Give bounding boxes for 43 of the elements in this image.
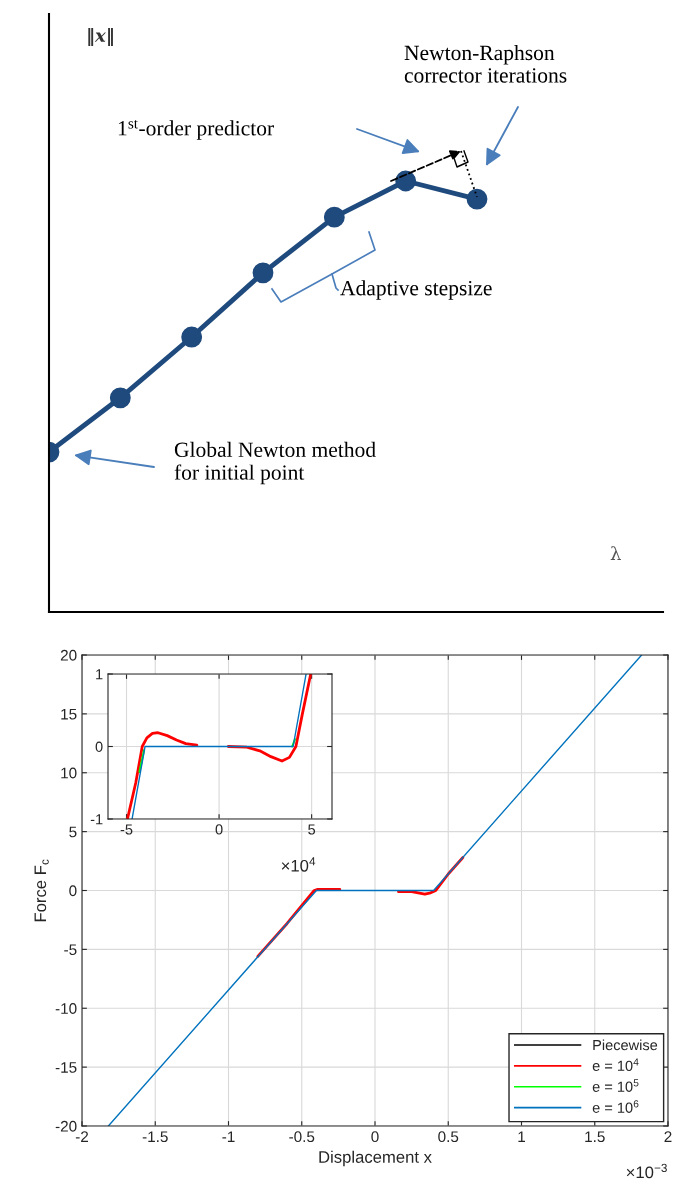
y-tick-label: -20 <box>55 1120 77 1132</box>
legend-label: e = 10$^{4}$ <box>592 1058 639 1072</box>
x-tick-label: -1 <box>222 1131 235 1142</box>
text: ×10$^{−3}$ <box>626 1163 667 1179</box>
y-tick-label: -1 <box>90 814 103 825</box>
point <box>323 206 345 228</box>
x-tick-label: 0 <box>371 1131 379 1143</box>
y-tick-label: -15 <box>55 1062 77 1073</box>
x-tick-label: 5 <box>308 824 316 835</box>
x-tick-label: 0 <box>215 824 223 835</box>
x-tick-label: -2 <box>75 1131 89 1142</box>
point <box>109 387 131 409</box>
point <box>252 262 274 284</box>
x-tick-label: 1 <box>518 1131 525 1142</box>
point <box>181 326 203 348</box>
point <box>395 170 417 192</box>
y-tick-label: 20 <box>60 649 77 661</box>
y-axis-title: ‖x‖ <box>88 27 113 47</box>
x-tick-label: -0.5 <box>289 1131 315 1143</box>
legend-label: Piecewise <box>593 1039 658 1051</box>
y-tick-label: 0 <box>69 885 77 897</box>
x-tick-label: -5 <box>120 824 133 835</box>
legend-label: e = 10$^{6}$ <box>592 1100 639 1113</box>
x-tick-label: 2 <box>664 1131 672 1142</box>
legend-label: e = 10$^{5}$ <box>592 1079 639 1092</box>
x-tick-label: 0.5 <box>438 1131 459 1143</box>
y-axis-title: Force F$_{c}$ <box>34 859 49 922</box>
x-axis-title: λ <box>610 546 621 560</box>
y-tick-label: 0 <box>95 741 103 752</box>
x-tick-label: 1.5 <box>585 1131 605 1143</box>
text: 1$^{st}$-order predictor <box>118 119 274 140</box>
annotation: Global Newton method for initial point <box>174 441 376 485</box>
y-tick-label: -5 <box>64 944 77 956</box>
point <box>466 188 488 210</box>
y-tick-label: 10 <box>61 767 77 779</box>
x-tick-label: -1.5 <box>142 1131 168 1143</box>
text: Newton-Raphson corrector iterations <box>404 44 567 83</box>
x-axis-title: Displacement x <box>319 1150 432 1167</box>
annotation: ×10$^{4}$ <box>281 857 316 872</box>
y-tick-label: -10 <box>55 1003 77 1014</box>
y-tick-label: 15 <box>61 708 77 720</box>
annotation: Adaptive stepsize <box>340 280 492 300</box>
y-tick-label: 1 <box>96 669 103 680</box>
